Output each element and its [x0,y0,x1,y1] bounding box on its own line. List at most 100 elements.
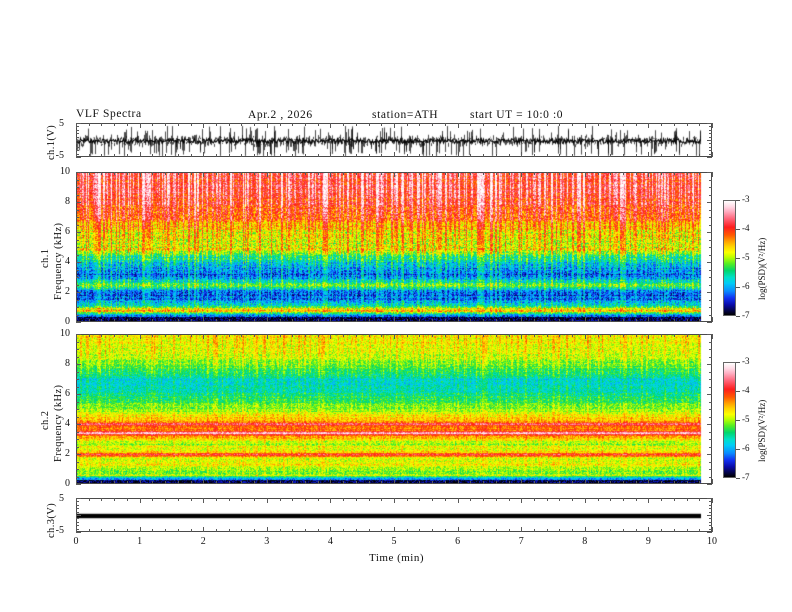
x-tick-minor [584,152,586,157]
x-tick-minor [317,154,319,157]
x-tick-minor [712,317,713,322]
x-tick-minor [635,172,637,175]
x-tick-minor [228,334,230,337]
freq-tick [76,179,79,181]
x-tick-minor [381,481,383,484]
start-ut-label: start UT = 10:0 :0 [470,109,564,121]
x-tick-minor [521,479,523,484]
volt-tick [707,532,712,533]
freq-tick [709,386,712,388]
x-tick-minor [152,498,154,501]
volt-tick [76,532,81,533]
x-tick-minor [343,154,345,157]
x-tick-minor [305,529,306,532]
x-tick-minor [483,172,484,175]
x-tick-minor [126,154,128,157]
x-tick-minor [279,334,281,337]
x-tick-minor [305,498,306,501]
x-tick-label-2: 2 [200,536,206,547]
ch3-tick-neg5: -5 [55,525,64,536]
colorbar2-tick--6: -6 [742,443,750,453]
x-tick-minor [457,317,459,322]
x-tick-minor [495,154,497,157]
x-tick-minor [292,481,294,484]
freq-tick [76,247,79,248]
x-tick-minor [533,123,535,126]
x-tick-minor [432,481,434,484]
x-tick-minor [559,154,561,157]
volt-tick [709,508,712,510]
volt-tick [709,525,712,527]
x-tick-minor [114,319,116,322]
x-tick-minor [317,529,319,532]
x-tick-minor [419,154,421,157]
colorbar-tick-mark [736,200,740,201]
x-tick-minor [228,529,230,532]
x-tick-minor [470,319,472,322]
volt-tick [76,157,81,158]
x-tick-minor [215,319,217,322]
x-tick-minor [266,317,268,322]
freq-tick [76,224,79,226]
x-tick-minor [419,334,421,337]
x-tick-minor [457,479,459,484]
x-tick-minor [495,529,497,532]
x-tick-minor [165,172,166,175]
freq-tick [709,401,712,403]
x-tick-label-5: 5 [391,536,397,547]
x-tick-minor [101,172,103,175]
freq-tick [76,277,79,278]
x-tick-minor [355,481,357,484]
x-tick-minor [305,154,306,157]
x-tick-minor [419,481,421,484]
x-tick-minor [190,498,192,501]
x-tick-minor [330,498,332,503]
colorbar1-tick--4: -4 [742,223,750,233]
x-tick-minor [343,172,345,175]
x-tick-minor [368,319,370,322]
x-tick-minor [559,319,561,322]
x-tick-minor [623,481,624,484]
x-tick-minor [317,334,319,337]
freq-tick [76,401,79,403]
x-tick-label-0: 0 [73,536,79,547]
volt-tick [709,133,712,135]
x-tick-minor [610,334,612,337]
freq-tick [76,202,81,203]
x-tick-minor [508,319,510,322]
x-tick-minor [190,334,192,337]
x-tick-minor [712,334,713,339]
volt-tick [76,153,79,155]
x-tick-minor [610,498,612,501]
freq-tick [709,446,712,448]
x-tick-minor [508,334,510,337]
ch2-freq-label-10: 10 [60,328,70,339]
freq-tick [76,424,81,425]
x-tick-minor [343,498,345,501]
x-tick-minor [584,498,586,503]
colorbar1-tick--6: -6 [742,281,750,291]
x-tick-minor [241,154,243,157]
x-tick-minor [661,319,663,322]
x-tick-label-3: 3 [264,536,270,547]
x-tick-minor [495,319,497,322]
x-tick-minor [177,529,179,532]
x-tick-minor [406,319,408,322]
x-tick-minor [712,479,713,484]
x-tick-minor [623,154,624,157]
x-tick-minor [521,334,523,339]
volt-tick [709,504,712,506]
x-tick-minor [241,481,243,484]
x-tick-minor [572,154,574,157]
x-tick-minor [88,319,90,322]
x-tick-minor [444,334,446,337]
x-tick-minor [648,527,650,532]
x-tick-minor [483,334,484,337]
freq-tick [709,217,712,218]
x-tick-minor [165,481,166,484]
freq-tick [707,424,712,425]
x-tick-minor [190,529,192,532]
x-tick-minor [686,529,688,532]
freq-tick [707,202,712,203]
freq-tick [707,292,712,293]
